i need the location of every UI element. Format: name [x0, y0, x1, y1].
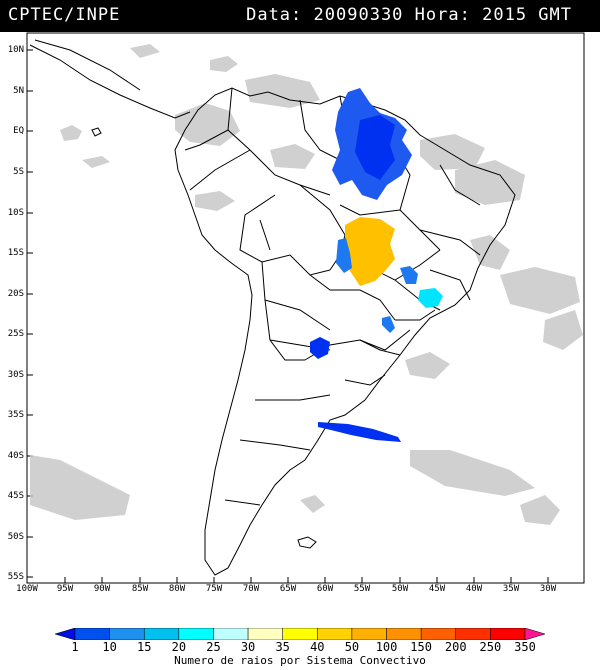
lon-label-75w: 75W	[205, 584, 223, 594]
colorbar-tick-label: 150	[410, 640, 432, 654]
lat-label-10s: 10S	[7, 208, 24, 218]
system-argentina-sea	[318, 422, 401, 442]
system-mato-grosso	[340, 217, 395, 286]
colorbar-cell-8	[317, 628, 353, 640]
lat-ticks	[27, 49, 33, 578]
colorbar-tick-label: 15	[136, 640, 152, 654]
colorbar-tick-label: 1	[71, 640, 79, 654]
lat-label-5s: 5S	[13, 167, 24, 177]
cloud-cover	[30, 44, 583, 525]
colorbar-cell-5	[213, 628, 249, 640]
date-label: Data:	[246, 5, 303, 25]
time-value: 2015 GMT	[482, 5, 572, 25]
lat-label-35s: 35S	[7, 410, 24, 420]
colorbar-cell-12	[455, 628, 491, 640]
colorbar-tick-label: 20	[171, 640, 187, 654]
colorbar-tick-label: 40	[310, 640, 325, 654]
colorbar-cell-4	[178, 628, 214, 640]
lat-label-eq: EQ	[13, 126, 24, 136]
lon-label-90w: 90W	[93, 584, 111, 594]
lat-label-25s: 25S	[7, 329, 24, 339]
colorbar-tick-label: 10	[102, 640, 117, 654]
lightning-systems	[310, 88, 443, 442]
colorbar-tick-label: 250	[479, 640, 502, 654]
lon-label-50w: 50W	[391, 584, 409, 594]
colorbar-cell-11	[420, 628, 457, 640]
lon-label-55w: 55W	[353, 584, 371, 594]
lat-label-30s: 30S	[7, 370, 24, 380]
colorbar-tick-label: 350	[514, 640, 536, 654]
lon-label-70w: 70W	[242, 584, 260, 594]
colorbar-cell-6	[247, 628, 283, 640]
lon-label-45w: 45W	[428, 584, 446, 594]
lat-label-20s: 20S	[7, 289, 24, 299]
lon-label-85w: 85W	[131, 584, 149, 594]
lat-label-5n: 5N	[13, 86, 24, 96]
lon-label-30w: 30W	[539, 584, 557, 594]
lat-label-45s: 45S	[7, 491, 24, 501]
colorbar-cell-1	[74, 628, 110, 640]
lon-label-40w: 40W	[465, 584, 483, 594]
title-bar: CPTEC/INPE Data: 20090330 Hora: 2015 GMT	[0, 0, 600, 32]
lon-label-65w: 65W	[279, 584, 297, 594]
lat-label-40s: 40S	[7, 451, 24, 461]
lon-label-35w: 35W	[502, 584, 520, 594]
colorbar-tick-label: 35	[275, 640, 290, 654]
lat-label-50s: 50S	[7, 532, 24, 542]
colorbar-cell-7	[282, 628, 318, 640]
time-label: Hora:	[414, 5, 471, 25]
system-goias-west	[336, 238, 352, 273]
date-value: 20090330	[313, 5, 404, 25]
colorbar-tick-label: 100	[375, 640, 398, 654]
colorbar-title: Numero de raios por Sistema Convectivo	[174, 654, 426, 667]
lon-label-60w: 60W	[316, 584, 334, 594]
system-rio	[418, 288, 443, 308]
colorbar-cell-9	[351, 628, 387, 640]
lat-label-10n: 10N	[7, 45, 24, 55]
lat-label-55s: 55S	[7, 572, 24, 582]
lon-ticks	[26, 577, 549, 583]
timestamp: Data: 20090330 Hora: 2015 GMT	[246, 5, 572, 25]
lightning-map	[26, 32, 585, 584]
colorbar-tick-label: 50	[344, 640, 360, 654]
colorbar-tick-label: 25	[206, 640, 221, 654]
source-label: CPTEC/INPE	[8, 5, 121, 25]
colorbar-cell-3	[143, 628, 180, 640]
lon-label-95w: 95W	[56, 584, 74, 594]
colorbar-cell-14	[524, 628, 545, 640]
lon-label-100w: 100W	[16, 584, 38, 594]
colorbar	[55, 628, 545, 640]
lat-label-15s: 15S	[7, 248, 24, 258]
colorbar-cell-10	[386, 628, 422, 640]
colorbar-cell-2	[109, 628, 145, 640]
system-sao-paulo	[382, 316, 395, 333]
system-minas	[400, 266, 418, 284]
colorbar-tick-label: 30	[240, 640, 256, 654]
system-paraguay	[310, 337, 330, 359]
colorbar-tick-label: 200	[444, 640, 467, 654]
system-amazon-core	[355, 115, 395, 180]
lon-label-80w: 80W	[168, 584, 186, 594]
colorbar-cell-13	[490, 628, 526, 640]
colorbar-cell-0	[55, 628, 76, 640]
